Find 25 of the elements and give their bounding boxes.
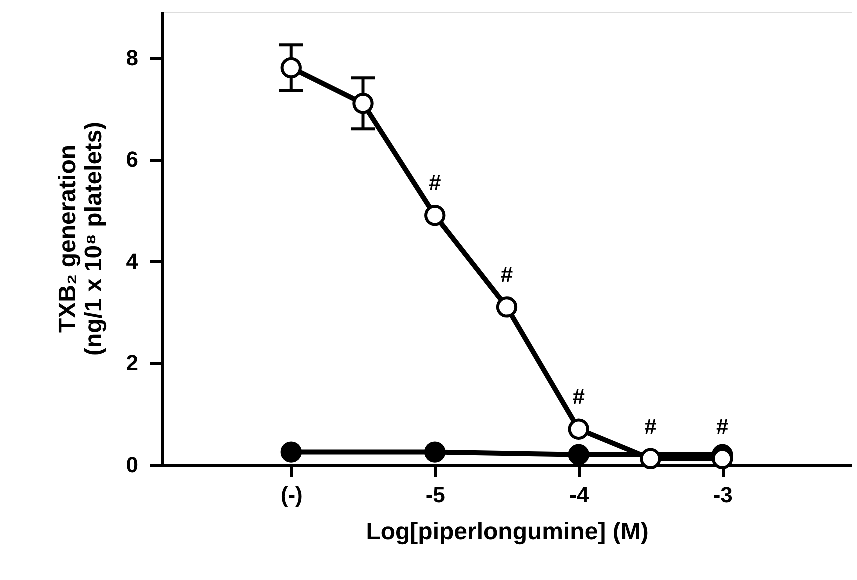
x-axis-title: Log[piperlongumine] (M): [366, 518, 649, 546]
point: [640, 448, 662, 470]
y-tick-label: 6: [126, 147, 138, 172]
annotation: #: [429, 170, 442, 196]
y-tick-label: 2: [126, 350, 138, 376]
annotation: #: [644, 414, 657, 439]
point: [280, 442, 302, 463]
y-tick-label: 0: [126, 452, 138, 478]
y-tick-label: 4: [126, 248, 140, 274]
annotation: #: [500, 262, 514, 288]
x-tick-label: -3: [713, 482, 733, 508]
y-tick-label: 8: [126, 45, 138, 70]
annotation: #: [716, 414, 729, 439]
point: [280, 57, 302, 79]
point: [496, 296, 518, 318]
point: [352, 93, 374, 114]
x-tick-label: -4: [570, 482, 590, 508]
point: [568, 444, 590, 466]
x-tick-label: -5: [426, 482, 446, 508]
annotation: #: [572, 384, 585, 410]
x-tick-label: (-): [280, 482, 303, 508]
point: [424, 442, 446, 463]
y-axis-title: TXB₂ generation (ng/1 x 10⁸ platelets): [54, 122, 108, 356]
point: [424, 205, 446, 226]
point: [568, 418, 590, 440]
